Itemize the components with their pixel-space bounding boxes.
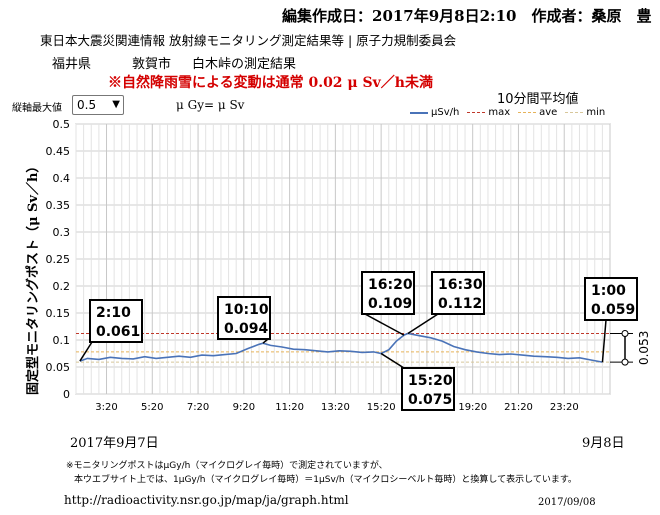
average-label: 10分間平均値 — [497, 92, 579, 107]
callout: 1:00 0.059 — [584, 277, 638, 363]
plot-area — [75, 123, 611, 395]
callout: 10:10 0.094 — [217, 296, 271, 344]
legend-label-max: max — [488, 107, 511, 118]
callout-value: 0.112 — [438, 296, 482, 312]
callout: 16:30 0.112 — [407, 271, 485, 335]
range-dot-bottom — [621, 358, 629, 366]
y-tick-label: 0.3 — [53, 226, 71, 239]
x-tick-label: 3:20 — [95, 402, 117, 413]
footnote-line-1: ※モニタリングポストはμGy/h（マイクログレイ毎時）で測定されていますが、 — [66, 461, 388, 471]
y-tick-label: 0.45 — [46, 145, 71, 158]
page-title: 編集作成日：2017年9月8日2:10 作成者：桑原 豊 — [282, 7, 652, 25]
legend-item-usvh: μSv/h — [410, 107, 459, 118]
legend-swatch-usvh — [410, 111, 428, 114]
y-tick-label: 0.2 — [53, 280, 71, 293]
callout-annotations: 2:100.06110:100.09416:200.10916:300.1121… — [79, 271, 638, 411]
date-stamp: 2017/09/08 — [538, 497, 596, 508]
x-tick-label: 21:20 — [504, 402, 533, 413]
legend-swatch-min — [565, 112, 584, 113]
callout-value: 0.109 — [368, 296, 412, 312]
callout-time: 16:30 — [438, 277, 483, 293]
callout-leader — [79, 341, 93, 362]
unit-equivalence: μ Gy= μ Sv — [176, 98, 245, 112]
callout-leader — [262, 338, 269, 344]
prefecture-label: 福井県 — [52, 57, 92, 72]
callout-box — [361, 271, 415, 315]
callout-leader — [601, 319, 607, 363]
callout-leader — [407, 313, 439, 335]
legend-swatch-max — [467, 112, 486, 113]
callout-value: 0.059 — [591, 302, 635, 318]
callout-box — [431, 271, 485, 315]
callout-box — [89, 299, 143, 343]
y-tick-label: 0.25 — [46, 253, 71, 266]
y-tick-label: 0 — [63, 388, 70, 401]
legend-item-min: min — [565, 107, 605, 118]
callout-box — [584, 277, 638, 321]
y-tick-label: 0.5 — [53, 118, 71, 131]
callout-leader — [380, 352, 405, 369]
range-marker: 0.053 — [610, 330, 651, 366]
callout-time: 1:00 — [591, 283, 626, 299]
end-date: 9月8日 — [582, 436, 625, 451]
x-tick-label: 13:20 — [321, 402, 350, 413]
legend-label-usvh: μSv/h — [431, 107, 460, 118]
axis-max-value: 0.5 — [77, 98, 97, 112]
tick-labels: 0 0.05 0.1 0.15 0.2 0.25 0.3 0.35 0.4 0.45 0.5 3:20… — [46, 118, 579, 413]
x-tick-label: 17:20 — [413, 402, 442, 413]
y-tick-label: 0.1 — [53, 334, 71, 347]
legend-swatch-ave — [518, 112, 537, 113]
y-axis-label: 固定型モニタリングポスト（μ Sv／h） — [26, 159, 41, 395]
start-date: 2017年9月7日 — [70, 436, 159, 451]
site-label: 白木峠の測定結果 — [192, 57, 297, 72]
callout: 16:20 0.109 — [361, 271, 415, 336]
x-tick-label: 7:20 — [187, 402, 209, 413]
y-tick-label: 0.35 — [46, 199, 71, 212]
y-tick-label: 0.15 — [46, 307, 71, 320]
source-url: http://radioactivity.nsr.go.jp/map/ja/gr… — [64, 493, 349, 507]
x-tick-label: 23:20 — [550, 402, 579, 413]
callout-time: 16:20 — [368, 277, 413, 293]
chart-grid — [75, 123, 611, 395]
callout-value: 0.094 — [224, 321, 269, 337]
footnote-line-2: 本ウエブサイト上では、1μGy/h（マイクログレイ毎時）＝1μSv/h（マイクロ… — [74, 475, 577, 485]
callout-time: 15:20 — [408, 373, 453, 389]
callout-box — [217, 296, 271, 340]
callout-leader — [364, 313, 405, 336]
x-tick-label: 5:20 — [141, 402, 163, 413]
legend-item-max: max — [467, 107, 510, 118]
callout-box — [401, 367, 455, 411]
legend-item-ave: ave — [518, 107, 557, 118]
callout: 2:10 0.061 — [79, 299, 143, 362]
x-tick-label: 19:20 — [458, 402, 487, 413]
reference-lines — [76, 333, 610, 363]
callout: 15:20 0.075 — [380, 352, 455, 411]
chevron-down-icon: ▼ — [112, 99, 120, 110]
range-value: 0.053 — [637, 331, 651, 365]
x-tick-label: 15:20 — [367, 402, 396, 413]
callout-value: 0.061 — [96, 324, 140, 340]
x-tick-label: 11:20 — [275, 402, 304, 413]
callout-time: 10:10 — [224, 302, 269, 318]
variation-note: ※自然降雨雪による変動は通常 0.02 μ Sv／h未満 — [108, 75, 433, 91]
series-line-usvh — [79, 332, 603, 363]
axis-max-select[interactable]: 0.5 ▼ — [72, 95, 124, 115]
legend-label-ave: ave — [539, 107, 558, 118]
callout-time: 2:10 — [96, 305, 131, 321]
chart-legend: μSv/h max ave min — [410, 107, 609, 118]
x-tick-label: 9:20 — [233, 402, 255, 413]
callout-value: 0.075 — [408, 392, 452, 408]
legend-label-min: min — [586, 107, 606, 118]
axis-max-label: 縦軸最大値 — [12, 103, 62, 114]
city-label: 敦賀市 — [132, 57, 172, 72]
series-layer — [79, 332, 603, 363]
y-tick-label: 0.05 — [46, 361, 71, 374]
source-organization: 東日本大震災関連情報 放射線モニタリング測定結果等 | 原子力規制委員会 — [40, 33, 457, 48]
range-dot-top — [621, 330, 629, 338]
y-tick-label: 0.4 — [53, 172, 71, 185]
